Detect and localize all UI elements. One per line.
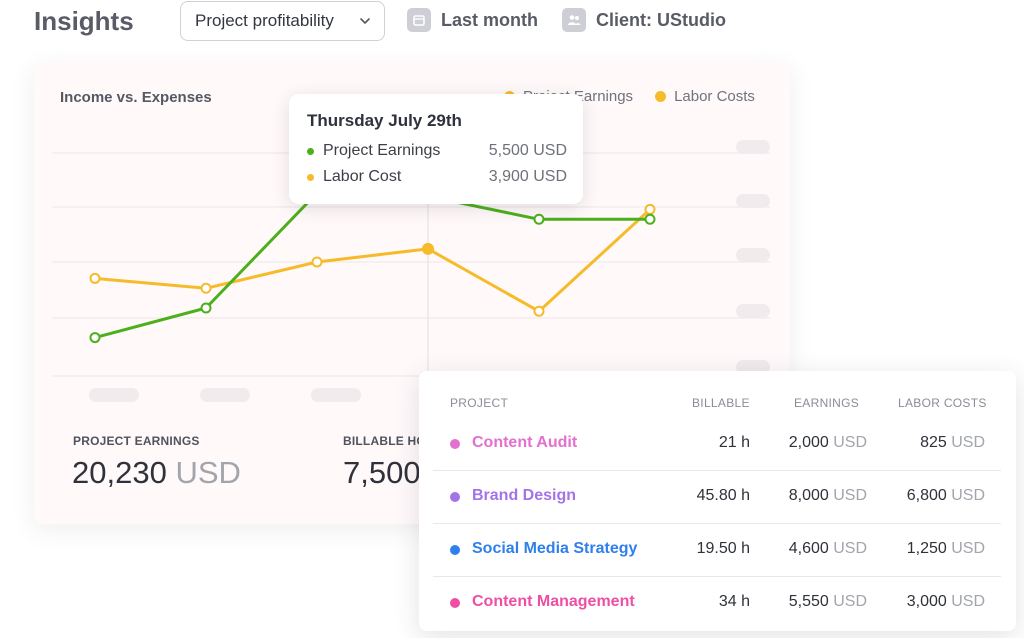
- project-name-link[interactable]: Brand Design: [472, 487, 577, 504]
- project-color-dot: [450, 439, 460, 449]
- table-row[interactable]: Social Media Strategy 19.50 h 4,600 USD 1,2…: [433, 524, 1001, 577]
- page-title: Insights: [34, 6, 134, 36]
- labor-cost-cell: 3,000 USD: [906, 593, 985, 610]
- col-header-labor[interactable]: LABOR COSTS: [898, 396, 987, 410]
- project-color-dot: [450, 598, 460, 608]
- data-point: [644, 213, 656, 225]
- tooltip-dot: [307, 147, 314, 155]
- col-header-project[interactable]: PROJECT: [450, 396, 509, 410]
- x-tick-placeholder: [311, 388, 361, 402]
- y-tick-placeholder: [736, 140, 770, 154]
- billable-cell: 45.80 h: [696, 487, 750, 504]
- users-icon: [562, 8, 586, 32]
- series-line-project-earnings: [94, 191, 650, 340]
- legend-item-labor[interactable]: Labor Costs: [655, 88, 755, 105]
- project-name-link[interactable]: Social Media Strategy: [472, 540, 638, 557]
- earnings-unit: USD: [175, 455, 241, 490]
- earnings-amount: 20,230: [72, 455, 167, 490]
- tooltip-label: Project Earnings: [323, 142, 441, 159]
- series-line-labor-costs: [94, 208, 652, 313]
- x-tick-placeholder: [89, 388, 139, 402]
- date-filter[interactable]: Last month: [407, 8, 538, 32]
- tooltip-value: 3,900 USD: [488, 168, 567, 185]
- legend-label: Labor Costs: [674, 88, 755, 105]
- report-type-value: Project profitability: [195, 11, 334, 30]
- billable-cell: 34 h: [718, 593, 750, 610]
- tooltip-value: 5,500 USD: [488, 142, 567, 159]
- y-tick-placeholder: [736, 304, 770, 318]
- earnings-cell: 2,000 USD: [788, 434, 867, 451]
- data-point: [89, 332, 101, 344]
- table-row[interactable]: Content Audit 21 h 2,000 USD 825 USD: [433, 418, 1001, 471]
- labor-cost-cell: 1,250 USD: [906, 540, 985, 557]
- data-point: [89, 272, 101, 284]
- date-filter-label: Last month: [441, 9, 538, 30]
- y-tick-placeholder: [736, 194, 770, 208]
- chevron-down-icon: [360, 18, 370, 24]
- table-row[interactable]: Brand Design 45.80 h 8,000 USD 6,800 USD: [433, 471, 1001, 524]
- project-name-link[interactable]: Content Audit: [472, 434, 578, 451]
- client-filter[interactable]: Client: UStudio: [562, 8, 726, 32]
- data-point: [644, 203, 656, 215]
- data-point: [533, 305, 545, 317]
- chart-tooltip: Thursday July 29th Project Earnings 5,50…: [289, 94, 583, 204]
- col-header-billable[interactable]: BILLABLE: [692, 396, 750, 410]
- earnings-stat-value: 20,230 USD: [72, 455, 241, 491]
- billable-cell: 21 h: [718, 434, 750, 451]
- data-point: [200, 282, 212, 294]
- tooltip-label: Labor Cost: [323, 168, 402, 185]
- x-tick-placeholder: [200, 388, 250, 402]
- labor-cost-cell: 825 USD: [920, 434, 985, 451]
- projects-table: PROJECT BILLABLE EARNINGS LABOR COSTS Co…: [419, 371, 1016, 631]
- project-name-link[interactable]: Content Management: [472, 593, 635, 610]
- project-color-dot: [450, 492, 460, 502]
- col-header-earnings[interactable]: EARNINGS: [794, 396, 860, 410]
- legend-dot: [655, 91, 667, 102]
- labor-cost-cell: 6,800 USD: [906, 487, 985, 504]
- tooltip-row-labor: Labor Cost 3,900 USD: [307, 168, 567, 186]
- client-filter-label: Client: UStudio: [596, 9, 726, 30]
- data-point: [533, 213, 545, 225]
- billable-cell: 19.50 h: [696, 540, 750, 557]
- earnings-cell: 5,550 USD: [788, 593, 867, 610]
- data-point: [200, 302, 212, 314]
- y-tick-placeholder: [736, 360, 770, 374]
- tooltip-title: Thursday July 29th: [307, 111, 462, 130]
- chart-title: Income vs. Expenses: [60, 89, 212, 106]
- tooltip-row-earnings: Project Earnings 5,500 USD: [307, 142, 567, 160]
- calendar-icon: [407, 8, 431, 32]
- earnings-cell: 8,000 USD: [788, 487, 867, 504]
- y-tick-placeholder: [736, 248, 770, 262]
- table-row[interactable]: Content Management 34 h 5,550 USD 3,000 USD: [433, 577, 1001, 629]
- report-type-dropdown[interactable]: Project profitability: [180, 1, 385, 41]
- tooltip-dot: [307, 173, 314, 181]
- project-color-dot: [450, 545, 460, 555]
- billable-stat-label: BILLABLE HO: [343, 434, 426, 448]
- data-point: [422, 242, 434, 255]
- earnings-cell: 4,600 USD: [788, 540, 867, 557]
- billable-stat-value: 7,500: [343, 455, 421, 490]
- earnings-stat-label: PROJECT EARNINGS: [73, 434, 200, 448]
- data-point: [311, 256, 323, 268]
